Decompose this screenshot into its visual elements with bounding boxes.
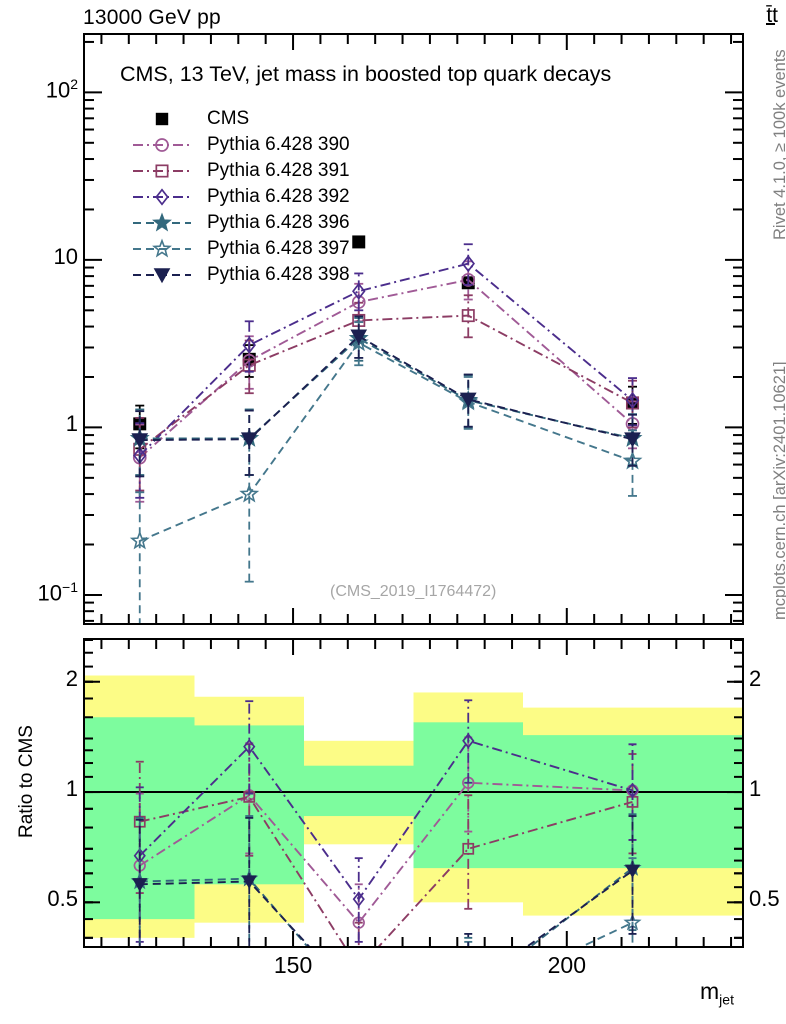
data-marker — [623, 913, 642, 931]
series-line — [139, 335, 633, 442]
main-y-tick-label: 102 — [45, 76, 78, 103]
analysis-id-watermark: (CMS_2019_I1764472) — [330, 583, 497, 600]
main-y-tick-label: 10 — [53, 243, 78, 269]
data-marker — [352, 235, 366, 249]
legend-label: Pythia 6.428 398 — [207, 264, 350, 285]
series-line — [139, 278, 634, 459]
data-marker — [461, 254, 475, 273]
data-marker — [241, 875, 257, 889]
data-marker — [155, 138, 169, 152]
x-axis-title: mjet — [700, 978, 734, 1008]
ratio-y-axis-title: Ratio to CMS — [16, 725, 37, 838]
data-marker — [153, 268, 171, 284]
main-y-tick-label: 1 — [65, 411, 78, 437]
legend-item-pythia-6-428-398[interactable]: Pythia 6.428 398 — [131, 262, 350, 288]
ratio-y-tick-label-right: 1 — [749, 776, 762, 802]
data-marker — [462, 732, 475, 749]
data-marker — [462, 842, 475, 855]
data-marker — [459, 392, 477, 408]
series-line — [139, 795, 633, 946]
legend-key-triangle-down-icon — [133, 268, 191, 284]
data-marker — [243, 738, 256, 755]
ratio-y-tick-label-right: 2 — [749, 665, 762, 691]
data-marker — [461, 309, 475, 323]
legend-key-diamond-icon — [133, 188, 191, 206]
legend-key-filled-square-icon — [155, 112, 169, 126]
ratio-plot-panel — [83, 638, 744, 948]
ratio-y-tick-label: 1 — [65, 776, 78, 802]
legend-key-star5-open-icon — [133, 238, 191, 258]
antitop-bar — [766, 23, 776, 25]
rivet-version-caption: Rivet 4.1.0, ≥ 100k events — [771, 49, 786, 240]
legend: CMS Pythia 6.428 390 Pythia 6.428 391 Pythi… — [131, 106, 350, 288]
data-marker — [155, 188, 169, 206]
legend-label: Pythia 6.428 390 — [207, 134, 350, 155]
data-marker — [152, 212, 172, 232]
legend-item-pythia-6-428-390[interactable]: Pythia 6.428 390 — [131, 132, 350, 158]
data-marker — [155, 112, 169, 126]
x-tick-label: 150 — [273, 952, 313, 978]
data-marker — [129, 530, 150, 550]
data-marker — [239, 483, 260, 503]
ratio-series-pythia-6-428-398 — [132, 815, 641, 946]
series-line — [139, 314, 633, 451]
series-pythia-6-428-390 — [132, 260, 640, 503]
legend-label: Pythia 6.428 391 — [207, 160, 350, 181]
series-line — [139, 337, 633, 440]
series-pythia-6-428-391 — [133, 294, 640, 492]
data-marker — [626, 782, 639, 799]
main-y-tick-label: 10−1 — [37, 578, 78, 606]
series-pythia-6-428-398 — [131, 315, 641, 478]
legend-item-pythia-6-428-391[interactable]: Pythia 6.428 391 — [131, 158, 350, 184]
data-marker — [350, 329, 368, 345]
main-plot-canvas — [85, 35, 742, 623]
legend-key-circle-icon — [133, 138, 191, 152]
data-marker — [624, 432, 641, 448]
data-marker — [352, 282, 366, 300]
series-line — [139, 341, 633, 542]
legend-item-pythia-6-428-396[interactable]: Pythia 6.428 396 — [131, 210, 350, 236]
uncertainty-band-inner — [304, 765, 414, 817]
legend-item-pythia-6-428-397[interactable]: Pythia 6.428 397 — [131, 236, 350, 262]
ratio-y-tick-label-right: 0.5 — [749, 886, 780, 912]
mcplots-source-caption: mcplots.cern.ch [arXiv:2401.10621] — [771, 361, 786, 620]
legend-label: Pythia 6.428 392 — [207, 186, 350, 207]
data-marker — [242, 336, 256, 354]
data-marker — [131, 433, 149, 449]
data-marker — [132, 878, 148, 892]
legend-label: CMS — [207, 108, 250, 129]
legend-item-pythia-6-428-392[interactable]: Pythia 6.428 392 — [131, 184, 350, 210]
data-marker — [352, 891, 365, 908]
main-plot-panel — [83, 33, 744, 625]
data-marker — [240, 432, 258, 448]
header-beam-label: 13000 GeV pp — [83, 6, 221, 29]
header-process-label: t̄t — [766, 4, 778, 27]
data-marker — [624, 864, 641, 879]
data-marker — [461, 273, 476, 287]
plot-title: CMS, 13 TeV, jet mass in boosted top qua… — [120, 62, 612, 86]
legend-label: Pythia 6.428 396 — [207, 212, 350, 233]
data-marker — [625, 391, 640, 410]
legend-item-cms[interactable]: CMS — [131, 106, 350, 132]
series-line — [139, 262, 634, 457]
series-line — [139, 781, 633, 925]
ratio-plot-canvas — [85, 640, 742, 946]
ratio-y-tick-label: 2 — [65, 665, 78, 691]
ratio-y-tick-label: 0.5 — [47, 886, 78, 912]
x-tick-label: 200 — [547, 952, 586, 978]
legend-key-square-icon — [133, 164, 191, 178]
data-marker — [155, 164, 169, 178]
legend-label: Pythia 6.428 397 — [207, 238, 350, 259]
data-marker — [152, 238, 172, 258]
legend-key-star5-filled-icon — [133, 212, 191, 232]
